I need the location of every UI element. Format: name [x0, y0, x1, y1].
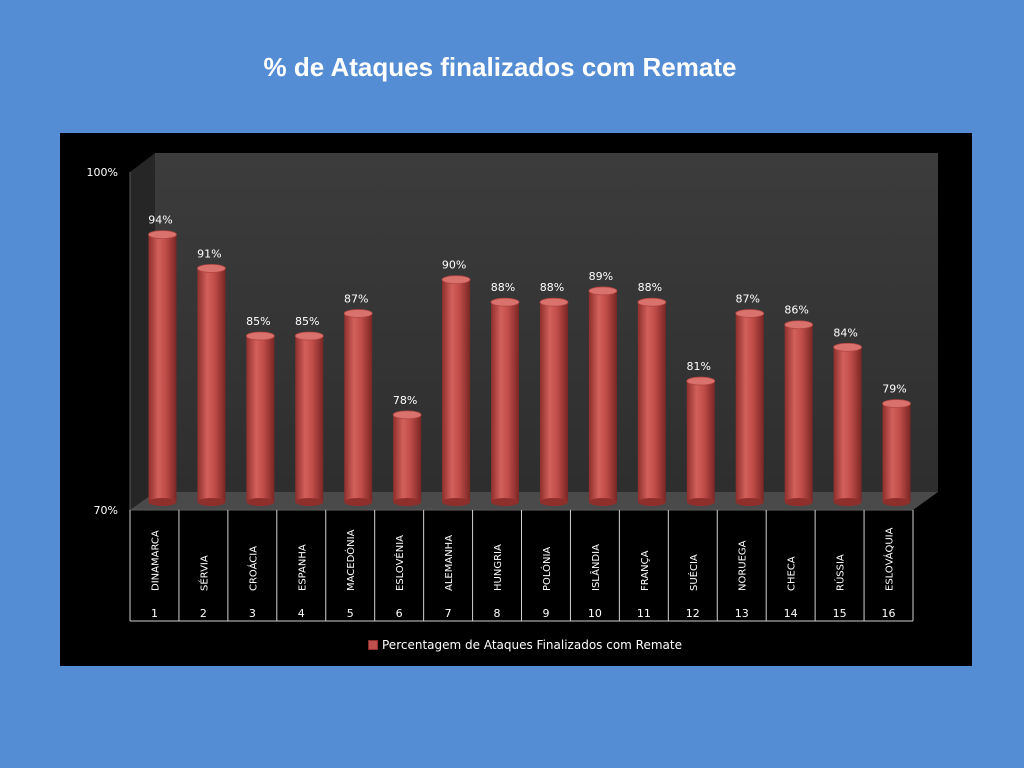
category-rank: 8 — [494, 607, 501, 620]
data-label: 86% — [784, 304, 808, 317]
data-label: 89% — [589, 270, 613, 283]
category-label: SUÉCIA — [687, 554, 700, 591]
data-label: 88% — [540, 281, 564, 294]
category-label: ALEMANHA — [444, 535, 455, 591]
category-label: RÚSSIA — [834, 554, 847, 591]
category-label: ESLOVÉNIA — [393, 535, 406, 591]
legend-label: Percentagem de Ataques Finalizados com R… — [382, 638, 682, 652]
category-label: FRANÇA — [640, 550, 651, 591]
category-label: POLÓNIA — [540, 547, 553, 591]
category-rank: 6 — [396, 607, 403, 620]
category-rank: 15 — [833, 607, 847, 620]
category-rank: 13 — [735, 607, 749, 620]
bar — [833, 342, 862, 506]
category-rank: 1 — [151, 607, 158, 620]
bar — [343, 309, 373, 506]
bar — [294, 331, 324, 506]
data-label: 84% — [833, 326, 857, 339]
bar — [784, 320, 814, 506]
category-label: HUNGRIA — [493, 544, 504, 591]
category-label: ESPANHA — [297, 544, 308, 591]
data-label: 85% — [295, 315, 319, 328]
y-tick-label-max: 100% — [87, 166, 118, 179]
data-label: 87% — [344, 292, 368, 305]
category-label: CROÁCIA — [246, 546, 259, 591]
category-rank: 9 — [542, 607, 549, 620]
bar — [588, 286, 618, 506]
category-rank: 14 — [784, 607, 798, 620]
category-rank: 5 — [347, 607, 354, 620]
legend: Percentagem de Ataques Finalizados com R… — [368, 638, 682, 652]
category-label: ISLÂNDIA — [589, 544, 602, 591]
data-label: 90% — [442, 259, 466, 272]
bar — [148, 230, 177, 506]
bar — [539, 297, 569, 506]
category-rank: 2 — [200, 607, 207, 620]
y-tick-label-min: 70% — [94, 504, 118, 517]
category-label: NORUEGA — [738, 540, 749, 591]
data-label: 88% — [491, 281, 515, 294]
data-label: 91% — [197, 247, 221, 260]
category-rank: 4 — [298, 607, 305, 620]
data-label: 87% — [735, 292, 759, 305]
category-label: ESLOVÁQUIA — [883, 527, 896, 591]
bar — [490, 297, 520, 506]
category-label: CHECA — [787, 556, 798, 591]
data-label: 79% — [882, 383, 906, 396]
bar — [637, 297, 667, 506]
category-rank: 7 — [445, 607, 452, 620]
bar — [735, 309, 765, 506]
bar — [245, 331, 275, 506]
data-label: 88% — [638, 281, 662, 294]
category-label: SÉRVIA — [197, 555, 210, 591]
category-rank: 3 — [249, 607, 256, 620]
data-label: 81% — [687, 360, 711, 373]
category-rank: 16 — [882, 607, 896, 620]
legend-swatch — [368, 640, 378, 650]
category-rank: 10 — [588, 607, 602, 620]
category-rank: 12 — [686, 607, 700, 620]
bar — [392, 410, 422, 506]
bar — [197, 263, 226, 506]
data-label: 85% — [246, 315, 270, 328]
category-label: DINAMARCA — [150, 530, 161, 591]
bar — [882, 399, 911, 506]
data-label: 94% — [148, 214, 172, 227]
slide-title: % de Ataques finalizados com Remate — [263, 52, 737, 82]
category-label: MACEDÓNIA — [344, 529, 357, 591]
category-rank: 11 — [637, 607, 651, 620]
bar — [441, 275, 471, 506]
data-label: 78% — [393, 394, 417, 407]
bar — [686, 376, 716, 506]
